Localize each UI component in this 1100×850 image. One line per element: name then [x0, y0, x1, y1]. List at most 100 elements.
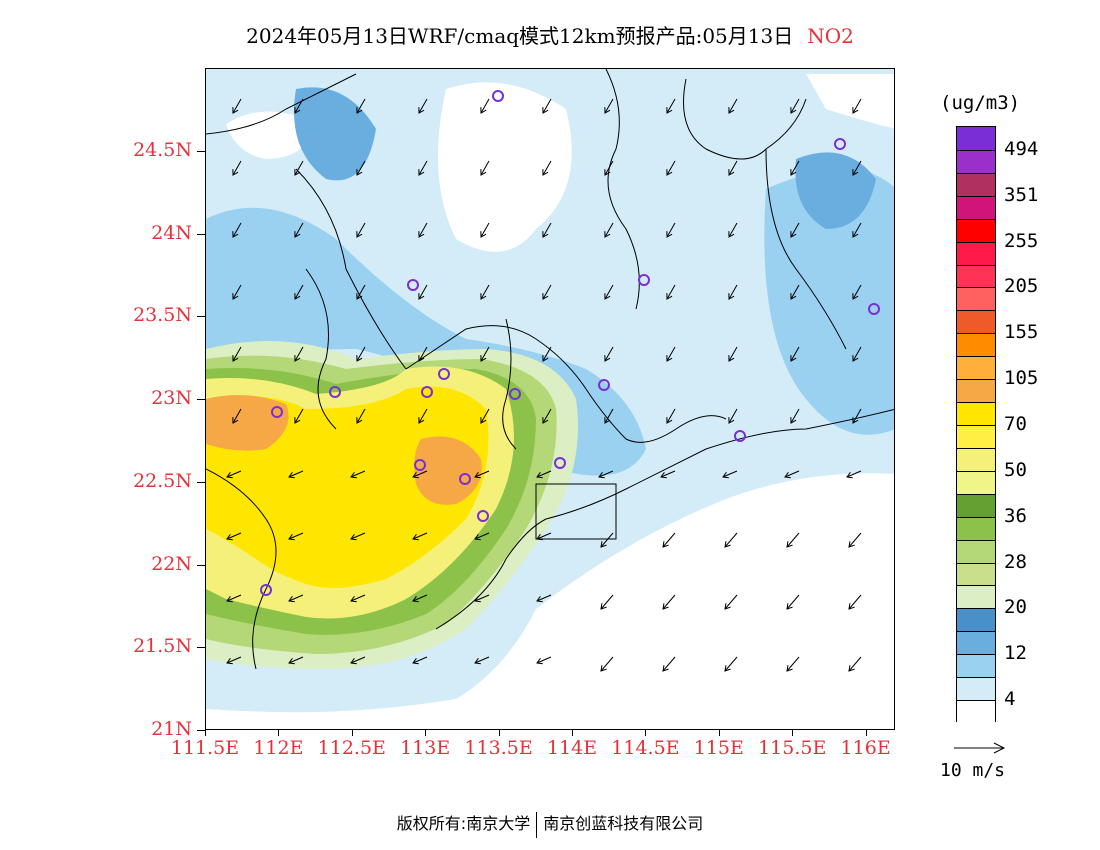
wind-arrow — [226, 656, 242, 664]
hotspot-marker — [868, 303, 880, 315]
hotspot-marker — [421, 386, 433, 398]
legend-swatch — [957, 493, 995, 517]
wind-arrow-head — [536, 471, 543, 479]
wind-arrow-head — [536, 533, 543, 541]
wind-arrow — [232, 408, 242, 424]
wind-arrow-head — [412, 471, 419, 479]
wind-arrow — [852, 346, 862, 362]
wind-arrow — [356, 160, 366, 176]
wind-arrow — [852, 160, 862, 176]
wind-arrow — [600, 532, 614, 548]
wind-arrow-head — [356, 231, 363, 238]
wind-arrow — [604, 346, 614, 362]
wind-arrow-head — [852, 169, 859, 176]
legend-swatch — [957, 402, 995, 425]
wind-arrow-head — [350, 657, 357, 665]
legend-swatch — [957, 172, 995, 196]
wind-arrow-head — [604, 169, 611, 176]
wind-arrow — [474, 532, 490, 540]
wind-arrow — [604, 284, 614, 300]
wind-arrow-head — [418, 231, 425, 238]
legend-label: 155 — [1004, 321, 1039, 344]
wind-reference-arrow — [954, 742, 1006, 754]
map-panel[interactable] — [205, 68, 895, 730]
wind-arrow-head — [846, 471, 853, 479]
wind-arrow-head — [542, 293, 549, 300]
legend-label: 28 — [1004, 550, 1027, 573]
wind-arrow-head — [356, 169, 363, 176]
wind-arrow-head — [604, 107, 611, 114]
wind-arrow-head — [728, 107, 735, 114]
wind-arrow-head — [600, 541, 607, 548]
wind-arrow-head — [356, 355, 363, 362]
wind-arrow — [356, 222, 366, 238]
legend-label: 4 — [1004, 688, 1016, 711]
wind-arrow-head — [536, 595, 543, 603]
wind-arrow — [232, 98, 242, 114]
wind-arrow-head — [418, 417, 425, 424]
wind-arrow-head — [356, 293, 363, 300]
lat-tick — [197, 150, 205, 152]
hotspot-marker — [834, 138, 846, 150]
hotspot-marker — [329, 386, 341, 398]
legend-swatch — [957, 585, 995, 609]
hotspot-marker — [414, 459, 426, 471]
wind-arrow — [852, 222, 862, 238]
wind-arrow — [226, 470, 242, 478]
wind-arrow-head — [790, 355, 797, 362]
lon-label: 115.5E — [758, 737, 827, 759]
pollution-field-12-north — [294, 87, 376, 181]
wind-arrow-head — [288, 657, 295, 665]
wind-arrow-head — [604, 355, 611, 362]
wind-arrow — [418, 160, 428, 176]
lon-label: 112E — [253, 737, 304, 759]
wind-arrow — [786, 594, 800, 610]
wind-arrow-head — [412, 657, 419, 665]
legend-swatch — [957, 425, 995, 448]
legend-swatch — [957, 264, 995, 288]
legend-label: 12 — [1004, 642, 1027, 665]
wind-arrow-head — [350, 471, 357, 479]
lat-tick — [197, 647, 205, 649]
wind-arrow-head — [728, 293, 735, 300]
legend-label: 494 — [1004, 137, 1039, 160]
wind-arrow-head — [604, 293, 611, 300]
lon-label: 114E — [546, 737, 598, 759]
wind-arrow — [226, 594, 242, 602]
wind-arrow-head — [786, 603, 793, 610]
wind-arrow — [294, 408, 304, 424]
lon-label: 112.5E — [317, 737, 386, 759]
wind-arrow — [536, 594, 552, 602]
legend-label: 70 — [1004, 413, 1027, 435]
wind-arrow-head — [604, 417, 611, 424]
wind-arrow — [474, 470, 490, 478]
wind-arrow — [666, 408, 676, 424]
legend-swatch — [957, 127, 995, 150]
hotspot-marker — [492, 90, 504, 102]
pollutant-name: NO2 — [807, 24, 854, 48]
wind-arrow — [666, 222, 676, 238]
wind-arrow-head — [848, 665, 855, 672]
wind-arrow — [412, 470, 428, 478]
wind-arrow — [288, 656, 304, 664]
wind-arrow — [480, 160, 490, 176]
wind-arrow-head — [226, 657, 233, 665]
copyright-prefix: 版权所有: — [396, 814, 467, 833]
wind-arrow-head — [790, 107, 797, 114]
hotspot-marker — [638, 274, 650, 286]
lat-tick — [197, 399, 205, 400]
clean-area-north-east — [806, 74, 894, 129]
coastline — [435, 408, 894, 630]
wind-arrow-head — [662, 541, 669, 548]
wind-arrow-head — [662, 603, 669, 610]
legend-swatch — [957, 516, 995, 540]
legend-swatch — [957, 700, 995, 723]
wind-arrow-head — [350, 533, 357, 541]
wind-arrow — [542, 222, 552, 238]
lon-tick — [205, 730, 206, 736]
lat-label: 21.5N — [133, 635, 192, 658]
wind-arrow-head — [232, 231, 239, 238]
wind-arrow — [848, 532, 862, 548]
lon-label: 116E — [840, 737, 891, 759]
wind-vectors — [226, 98, 862, 672]
